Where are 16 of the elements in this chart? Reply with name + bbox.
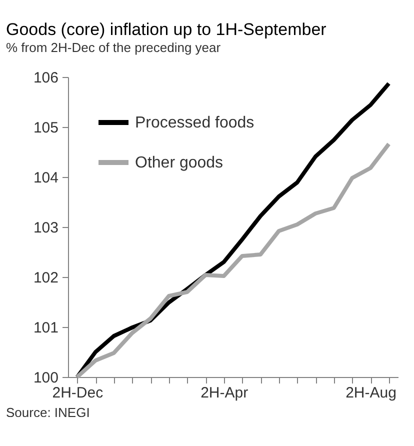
y-tick-label: 101 [33,320,58,336]
legend-label: Other goods [135,154,224,172]
y-tick-label: 105 [33,120,58,136]
y-tick-label: 106 [33,70,58,86]
y-tick-label: 102 [33,270,58,286]
x-tick-label: 2H-Apr [200,384,248,402]
y-tick-label: 104 [33,170,58,186]
chart-title: Goods (core) inflation up to 1H-September [6,20,327,39]
chart-subtitle: % from 2H-Dec of the preceding year [6,40,222,55]
source-note: Source: INEGI [6,405,90,420]
y-tick-label: 103 [33,220,58,236]
y-tick-label: 100 [33,370,58,386]
x-tick-label: 2H-Dec [52,384,104,402]
legend-label: Processed foods [135,114,254,132]
x-tick-label: 2H-Aug [346,384,396,402]
line-series [75,142,391,379]
